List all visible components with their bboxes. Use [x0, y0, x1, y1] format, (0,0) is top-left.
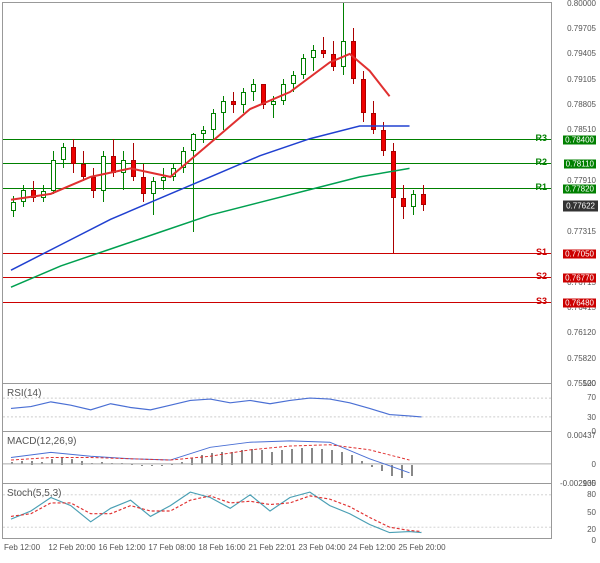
macd-tick: 0.00437: [552, 431, 596, 440]
macd-bar: [231, 452, 233, 465]
macd-bar: [361, 461, 363, 465]
level-value-r2: 0.78110: [564, 160, 596, 169]
rsi-tick: 70: [552, 393, 596, 402]
rsi-tick: 100: [552, 379, 596, 388]
level-label-s1: S1: [536, 247, 547, 257]
macd-bar: [321, 449, 323, 465]
macd-bar: [261, 450, 263, 464]
stoch-tick: 0: [552, 536, 596, 545]
macd-bar: [401, 465, 403, 478]
stoch-tick: 50: [552, 508, 596, 517]
macd-bar: [91, 463, 93, 464]
level-line-r1: [3, 188, 551, 189]
x-tick-label: 18 Feb 16:00: [198, 543, 245, 552]
macd-bar: [241, 450, 243, 464]
x-tick-label: Feb 12:00: [4, 543, 40, 552]
y-tick-label: 0.79705: [552, 24, 596, 33]
macd-bar: [161, 465, 163, 466]
level-label-s2: S2: [536, 271, 547, 281]
macd-bar: [201, 455, 203, 464]
macd-bar: [31, 461, 33, 464]
level-value-s2: 0.76770: [563, 273, 596, 282]
level-label-s3: S3: [536, 296, 547, 306]
y-tick-label: 0.79405: [552, 49, 596, 58]
x-tick-label: 24 Feb 12:00: [348, 543, 395, 552]
y-tick-label: 0.79105: [552, 75, 596, 84]
level-value-r1: 0.77820: [563, 184, 596, 193]
macd-bar: [71, 459, 73, 464]
macd-bar: [121, 463, 123, 464]
macd-bar: [391, 465, 393, 477]
y-axis: 0.80000 0.79705 0.79405 0.79105 0.78805 0.785…: [552, 2, 598, 539]
stoch-tick: 20: [552, 525, 596, 534]
x-tick-label: 12 Feb 20:00: [48, 543, 95, 552]
macd-bar: [381, 465, 383, 472]
level-label-r3: R3: [535, 133, 547, 143]
y-tick-label: 0.80000: [552, 0, 596, 8]
macd-bar: [61, 458, 63, 465]
macd-bar: [221, 452, 223, 465]
macd-bar: [371, 465, 373, 468]
stoch-panel[interactable]: Stoch(5,5,3): [3, 483, 551, 538]
macd-bar: [311, 448, 313, 465]
macd-bar: [301, 448, 303, 465]
macd-bar: [51, 459, 53, 464]
macd-bar: [11, 462, 13, 465]
y-tick-label: 0.77315: [552, 227, 596, 236]
macd-bar: [411, 465, 413, 477]
macd-bar: [151, 465, 153, 467]
macd-bar: [111, 463, 113, 465]
x-tick-label: 23 Feb 04:00: [298, 543, 345, 552]
main-price-chart[interactable]: R3 R2 R1 S1 S2 S3: [3, 3, 551, 383]
macd-bar: [331, 450, 333, 464]
macd-bar: [191, 458, 193, 465]
level-label-r1: R1: [535, 182, 547, 192]
level-value-r3: 0.78400: [563, 135, 596, 144]
macd-bar: [131, 464, 133, 465]
level-line-s2: [3, 277, 551, 278]
macd-bar: [81, 461, 83, 464]
level-label-r2: R2: [535, 157, 547, 167]
current-price-box: 0.77622: [563, 200, 598, 211]
x-axis: Feb 12:00 12 Feb 20:0016 Feb 12:0017 Feb …: [2, 541, 552, 561]
macd-bar: [141, 465, 143, 466]
macd-bar: [181, 462, 183, 465]
y-tick-label: 0.76120: [552, 328, 596, 337]
rsi-tick: 30: [552, 413, 596, 422]
macd-bar: [21, 461, 23, 465]
y-tick-label: 0.78510: [552, 125, 596, 134]
level-line-r3: [3, 139, 551, 140]
level-line-s1: [3, 253, 551, 254]
macd-bar: [101, 462, 103, 465]
macd-bar: [41, 462, 43, 465]
macd-bar: [251, 449, 253, 465]
x-tick-label: 17 Feb 08:00: [148, 543, 195, 552]
x-tick-label: 25 Feb 20:00: [398, 543, 445, 552]
macd-bar: [171, 464, 173, 465]
macd-bar: [211, 453, 213, 465]
macd-bar: [341, 452, 343, 465]
macd-panel[interactable]: MACD(12,26,9): [3, 431, 551, 483]
x-tick-label: 16 Feb 12:00: [98, 543, 145, 552]
chart-container: R3 R2 R1 S1 S2 S3 RSI(14) MACD(12,26,9) Stoch…: [2, 2, 552, 539]
stoch-tick: 80: [552, 490, 596, 499]
macd-bar: [351, 455, 353, 464]
level-value-s3: 0.76480: [563, 298, 596, 307]
macd-bar: [291, 449, 293, 465]
macd-tick: 0: [552, 460, 596, 469]
stoch-title: Stoch(5,5,3): [7, 488, 61, 499]
level-line-s3: [3, 302, 551, 303]
macd-bar: [281, 450, 283, 464]
x-tick-label: 21 Feb 22:01: [248, 543, 295, 552]
rsi-title: RSI(14): [7, 388, 41, 399]
y-tick-label: 0.75820: [552, 354, 596, 363]
y-tick-label: 0.78805: [552, 100, 596, 109]
level-value-s1: 0.77050: [563, 250, 596, 259]
macd-title: MACD(12,26,9): [7, 436, 76, 447]
rsi-panel[interactable]: RSI(14): [3, 383, 551, 431]
stoch-tick: 100: [552, 479, 596, 488]
macd-bar: [271, 452, 273, 465]
